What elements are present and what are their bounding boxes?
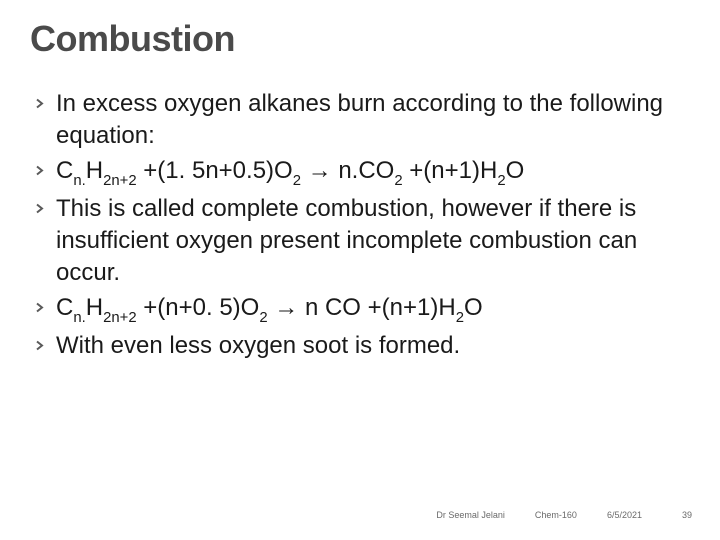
list-item: With even less oxygen soot is formed. [36, 330, 690, 366]
bullet-text: Cn.H2n+2 +(1. 5n+0.5)O2 → n.CO2 +(n+1)H2… [56, 155, 690, 190]
page-title: Combustion [30, 18, 690, 60]
bullet-text: This is called complete combustion, howe… [56, 193, 690, 290]
footer-author: Dr Seemal Jelani [436, 510, 505, 520]
slide: Combustion In excess oxygen alkanes burn… [0, 0, 720, 540]
bullet-text: Cn.H2n+2 +(n+0. 5)O2 → n CO +(n+1)H2O [56, 292, 690, 327]
list-item: Cn.H2n+2 +(n+0. 5)O2 → n CO +(n+1)H2O [36, 292, 690, 328]
list-item: This is called complete combustion, howe… [36, 193, 690, 290]
bullet-marker-icon [36, 330, 48, 366]
list-item: In excess oxygen alkanes burn according … [36, 88, 690, 153]
page-number: 39 [672, 510, 692, 520]
footer: Dr Seemal Jelani Chem-160 6/5/2021 39 [0, 510, 720, 520]
footer-course: Chem-160 [535, 510, 577, 520]
bullet-marker-icon [36, 193, 48, 229]
list-item: Cn.H2n+2 +(1. 5n+0.5)O2 → n.CO2 +(n+1)H2… [36, 155, 690, 191]
bullet-text: In excess oxygen alkanes burn according … [56, 88, 690, 153]
bullet-list: In excess oxygen alkanes burn according … [30, 88, 690, 366]
bullet-marker-icon [36, 155, 48, 191]
bullet-text: With even less oxygen soot is formed. [56, 330, 690, 362]
bullet-marker-icon [36, 88, 48, 124]
footer-date: 6/5/2021 [607, 510, 642, 520]
bullet-marker-icon [36, 292, 48, 328]
